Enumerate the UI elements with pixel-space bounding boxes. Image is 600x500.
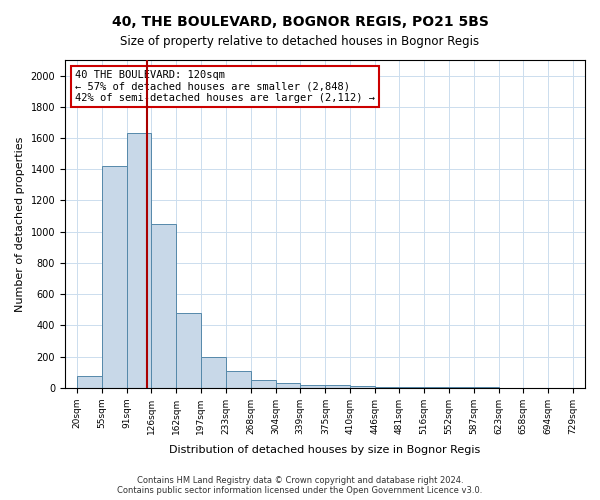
Bar (127, 134, 151, 388)
Y-axis label: Number of detached properties: Number of detached properties (15, 136, 25, 312)
Bar (176, 313, 201, 388)
Bar (350, 386, 375, 388)
Bar (375, 387, 400, 388)
Text: 40 THE BOULEVARD: 120sqm
← 57% of detached houses are smaller (2,848)
42% of sem: 40 THE BOULEVARD: 120sqm ← 57% of detach… (76, 70, 376, 103)
Bar (77, 376, 101, 388)
X-axis label: Distribution of detached houses by size in Bognor Regis: Distribution of detached houses by size … (169, 445, 481, 455)
Bar (226, 370, 251, 388)
Bar (101, 166, 127, 388)
Bar (251, 380, 275, 388)
Text: Size of property relative to detached houses in Bognor Regis: Size of property relative to detached ho… (121, 35, 479, 48)
Bar (201, 356, 226, 388)
Bar (275, 383, 300, 388)
Text: Contains HM Land Registry data © Crown copyright and database right 2024.
Contai: Contains HM Land Registry data © Crown c… (118, 476, 482, 495)
Bar (325, 386, 350, 388)
Bar (300, 384, 325, 388)
Bar (400, 387, 424, 388)
Bar (151, 224, 176, 388)
Text: 40, THE BOULEVARD, BOGNOR REGIS, PO21 5BS: 40, THE BOULEVARD, BOGNOR REGIS, PO21 5B… (112, 15, 488, 29)
